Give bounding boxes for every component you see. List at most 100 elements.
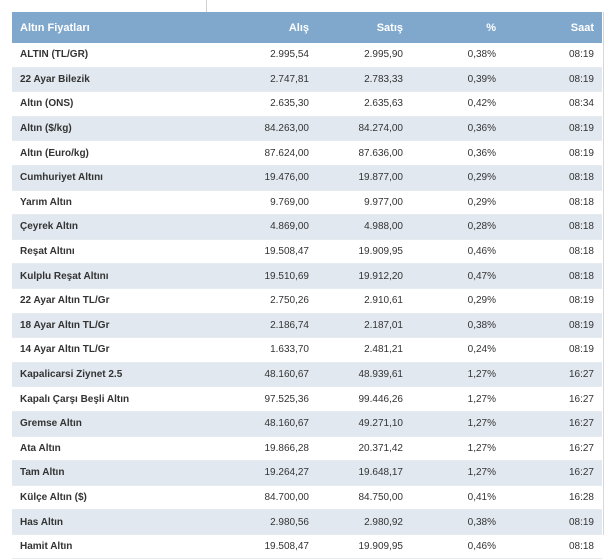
row-name: Külçe Altın ($): [12, 485, 176, 511]
header-time: Saat: [504, 12, 602, 43]
row-sell-price: 19.648,17: [317, 460, 411, 486]
row-buy-price: 2.995,54: [176, 43, 317, 68]
row-buy-price: 84.700,00: [176, 485, 317, 511]
row-sell-price: 19.877,00: [317, 165, 411, 191]
top-tab-divider: [206, 0, 207, 12]
row-time: 16:27: [504, 386, 602, 412]
row-change-percent: 1,27%: [411, 436, 504, 462]
row-time: 08:18: [504, 534, 602, 559]
row-change-percent: 0,41%: [411, 485, 504, 511]
row-buy-price: 19.866,28: [176, 436, 317, 462]
row-name: Has Altın: [12, 509, 176, 535]
row-buy-price: 19.508,47: [176, 239, 317, 265]
row-change-percent: 0,47%: [411, 263, 504, 289]
row-buy-price: 19.264,27: [176, 460, 317, 486]
row-time: 08:19: [504, 140, 602, 166]
row-name: Reşat Altını: [12, 239, 176, 265]
table-row[interactable]: Yarım Altın 9.769,00 9.977,00 0,29% 08:18: [12, 190, 602, 216]
table-row[interactable]: Cumhuriyet Altını 19.476,00 19.877,00 0,29%…: [12, 165, 602, 191]
row-sell-price: 19.912,20: [317, 263, 411, 289]
table-row[interactable]: Altın (Euro/kg) 87.624,00 87.636,00 0,36% 08…: [12, 140, 602, 166]
row-name: Çeyrek Altın: [12, 214, 176, 240]
row-sell-price: 2.187,01: [317, 313, 411, 339]
row-name: 14 Ayar Altın TL/Gr: [12, 337, 176, 363]
row-change-percent: 1,27%: [411, 362, 504, 388]
row-time: 16:27: [504, 460, 602, 486]
row-buy-price: 48.160,67: [176, 411, 317, 437]
table-row[interactable]: Hamit Altın 19.508,47 19.909,95 0,46% 08:18: [12, 534, 602, 559]
row-buy-price: 2.186,74: [176, 313, 317, 339]
gold-prices-table: Altın Fiyatları Alış Satış % Saat ALTIN …: [12, 12, 602, 559]
table-row[interactable]: Altın (ONS) 2.635,30 2.635,63 0,42% 08:34: [12, 91, 602, 117]
row-change-percent: 0,38%: [411, 43, 504, 68]
row-name: Ata Altın: [12, 436, 176, 462]
table-row[interactable]: 22 Ayar Bilezik 2.747,81 2.783,33 0,39% 08:1…: [12, 67, 602, 93]
row-name: Cumhuriyet Altını: [12, 165, 176, 191]
row-change-percent: 1,27%: [411, 386, 504, 412]
table-header-row: Altın Fiyatları Alış Satış % Saat: [12, 12, 602, 43]
row-change-percent: 0,46%: [411, 534, 504, 559]
row-time: 16:27: [504, 362, 602, 388]
row-sell-price: 49.271,10: [317, 411, 411, 437]
table-row[interactable]: Ata Altın 19.866,28 20.371,42 1,27% 16:27: [12, 436, 602, 462]
row-change-percent: 0,29%: [411, 165, 504, 191]
row-time: 08:19: [504, 337, 602, 363]
row-time: 08:18: [504, 263, 602, 289]
row-change-percent: 0,39%: [411, 67, 504, 93]
row-buy-price: 97.525,36: [176, 386, 317, 412]
top-strip: [0, 0, 613, 12]
row-sell-price: 4.988,00: [317, 214, 411, 240]
row-change-percent: 1,27%: [411, 411, 504, 437]
table-row[interactable]: Kapalı Çarşı Beşli Altın 97.525,36 99.446,…: [12, 386, 602, 412]
header-name: Altın Fiyatları: [12, 12, 176, 43]
row-buy-price: 87.624,00: [176, 140, 317, 166]
row-change-percent: 0,36%: [411, 116, 504, 142]
row-name: Yarım Altın: [12, 190, 176, 216]
table-row[interactable]: Kulplu Reşat Altını 19.510,69 19.912,20 0,4…: [12, 263, 602, 289]
row-buy-price: 9.769,00: [176, 190, 317, 216]
row-name: Gremse Altın: [12, 411, 176, 437]
row-buy-price: 2.750,26: [176, 288, 317, 314]
table-row[interactable]: Altın ($/kg) 84.263,00 84.274,00 0,36% 08:19: [12, 116, 602, 142]
row-sell-price: 84.750,00: [317, 485, 411, 511]
table-row[interactable]: Kapalicarsi Ziynet 2.5 48.160,67 48.939,61…: [12, 362, 602, 388]
row-sell-price: 2.783,33: [317, 67, 411, 93]
row-sell-price: 48.939,61: [317, 362, 411, 388]
row-time: 08:19: [504, 509, 602, 535]
table-row[interactable]: Has Altın 2.980,56 2.980,92 0,38% 08:19: [12, 509, 602, 535]
table-row[interactable]: Çeyrek Altın 4.869,00 4.988,00 0,28% 08:18: [12, 214, 602, 240]
row-change-percent: 1,27%: [411, 460, 504, 486]
row-change-percent: 0,38%: [411, 509, 504, 535]
row-name: Altın (Euro/kg): [12, 140, 176, 166]
row-sell-price: 2.635,63: [317, 91, 411, 117]
row-time: 08:19: [504, 67, 602, 93]
row-change-percent: 0,24%: [411, 337, 504, 363]
row-buy-price: 19.510,69: [176, 263, 317, 289]
table-row[interactable]: 22 Ayar Altın TL/Gr 2.750,26 2.910,61 0,29%…: [12, 288, 602, 314]
row-buy-price: 2.747,81: [176, 67, 317, 93]
row-time: 16:27: [504, 411, 602, 437]
row-sell-price: 2.910,61: [317, 288, 411, 314]
row-sell-price: 9.977,00: [317, 190, 411, 216]
row-time: 16:27: [504, 436, 602, 462]
row-buy-price: 2.635,30: [176, 91, 317, 117]
header-pct: %: [411, 12, 504, 43]
row-buy-price: 84.263,00: [176, 116, 317, 142]
row-buy-price: 2.980,56: [176, 509, 317, 535]
row-change-percent: 0,36%: [411, 140, 504, 166]
table-body: ALTIN (TL/GR) 2.995,54 2.995,90 0,38% 08:19 2…: [12, 43, 602, 559]
table-row[interactable]: ALTIN (TL/GR) 2.995,54 2.995,90 0,38% 08:19: [12, 43, 602, 68]
table-row[interactable]: 18 Ayar Altın TL/Gr 2.186,74 2.187,01 0,38%…: [12, 313, 602, 339]
table-row[interactable]: 14 Ayar Altın TL/Gr 1.633,70 2.481,21 0,24%…: [12, 337, 602, 363]
row-time: 08:34: [504, 91, 602, 117]
row-time: 08:19: [504, 313, 602, 339]
table-row[interactable]: Gremse Altın 48.160,67 49.271,10 1,27% 16:27: [12, 411, 602, 437]
row-sell-price: 2.995,90: [317, 43, 411, 68]
table-row[interactable]: Reşat Altını 19.508,47 19.909,95 0,46% 08:18: [12, 239, 602, 265]
row-change-percent: 0,38%: [411, 313, 504, 339]
table-row[interactable]: Külçe Altın ($) 84.700,00 84.750,00 0,41% 16…: [12, 485, 602, 511]
row-name: 18 Ayar Altın TL/Gr: [12, 313, 176, 339]
table-row[interactable]: Tam Altın 19.264,27 19.648,17 1,27% 16:27: [12, 460, 602, 486]
row-time: 08:19: [504, 116, 602, 142]
row-change-percent: 0,29%: [411, 190, 504, 216]
